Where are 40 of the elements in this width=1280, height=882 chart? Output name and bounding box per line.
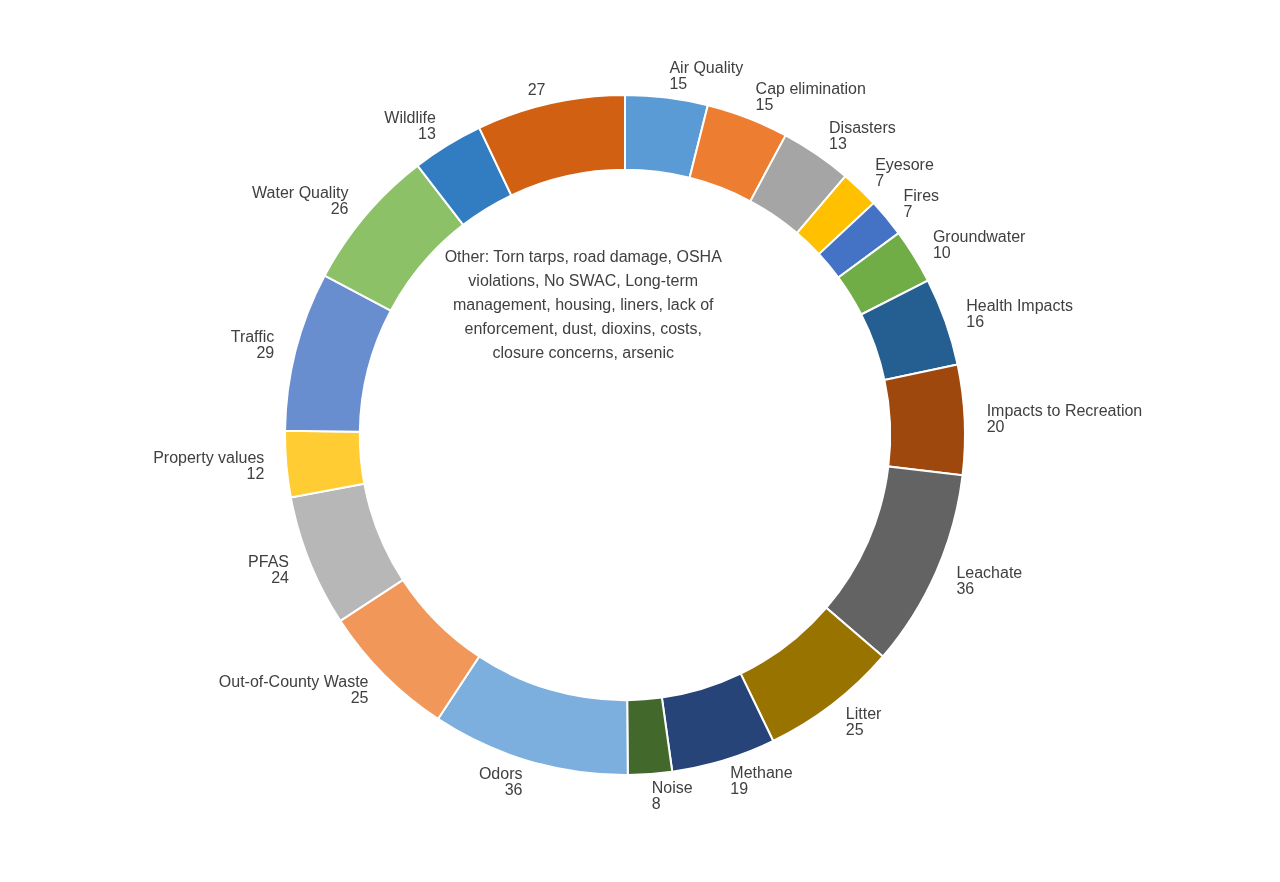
data-label: 7 bbox=[875, 172, 885, 190]
slice-label: Property values bbox=[153, 449, 265, 467]
data-label: 8 bbox=[651, 795, 661, 813]
slice-label: Disasters bbox=[829, 118, 896, 136]
slice-label: Leachate bbox=[956, 563, 1023, 581]
slice-label: Traffic bbox=[230, 328, 275, 346]
data-label: 36 bbox=[504, 781, 523, 799]
data-label: 12 bbox=[246, 465, 265, 483]
slice-label: Cap elimination bbox=[755, 80, 866, 98]
slice-label: Methane bbox=[730, 764, 793, 782]
slice-label: Air Quality bbox=[669, 58, 744, 76]
slice-label: Other: Torn tarps, road damage, OSHA violations, No SWAC, Long-term management, housing, liners, lack of enforcement, dust, dioxins, costs, closure concerns, arsenic bbox=[444, 248, 723, 362]
data-label: 13 bbox=[829, 134, 847, 152]
slice-label: Groundwater bbox=[932, 227, 1027, 245]
slice-label: Litter bbox=[845, 704, 883, 722]
data-label: 25 bbox=[845, 720, 864, 738]
data-label: 25 bbox=[350, 689, 369, 707]
slice-label: Fires bbox=[903, 186, 940, 204]
data-label: 27 bbox=[527, 80, 546, 98]
slice-label: Impacts to Recreation bbox=[986, 401, 1143, 419]
data-label: 15 bbox=[669, 74, 688, 92]
data-label: 29 bbox=[256, 344, 275, 362]
slice-label: Noise bbox=[651, 779, 693, 797]
slice-label: Odors bbox=[478, 765, 523, 783]
data-label: 13 bbox=[418, 125, 437, 143]
data-label: 10 bbox=[932, 243, 951, 261]
slice-label: Health Impacts bbox=[966, 297, 1073, 315]
data-label: 16 bbox=[966, 313, 985, 331]
slice-label: Eyesore bbox=[875, 156, 934, 174]
data-label: 15 bbox=[755, 96, 774, 114]
data-label: 19 bbox=[730, 780, 749, 798]
data-label: 36 bbox=[956, 579, 975, 597]
data-label: 24 bbox=[271, 568, 290, 586]
slice-label: Out-of-County Waste bbox=[218, 673, 369, 691]
data-label: 7 bbox=[903, 202, 913, 220]
slice-label: Water Quality bbox=[252, 184, 349, 202]
slice-label: PFAS bbox=[248, 552, 290, 570]
data-label: 20 bbox=[986, 417, 1005, 435]
slice-label: Wildlife bbox=[384, 109, 437, 127]
data-label: 26 bbox=[330, 200, 349, 218]
